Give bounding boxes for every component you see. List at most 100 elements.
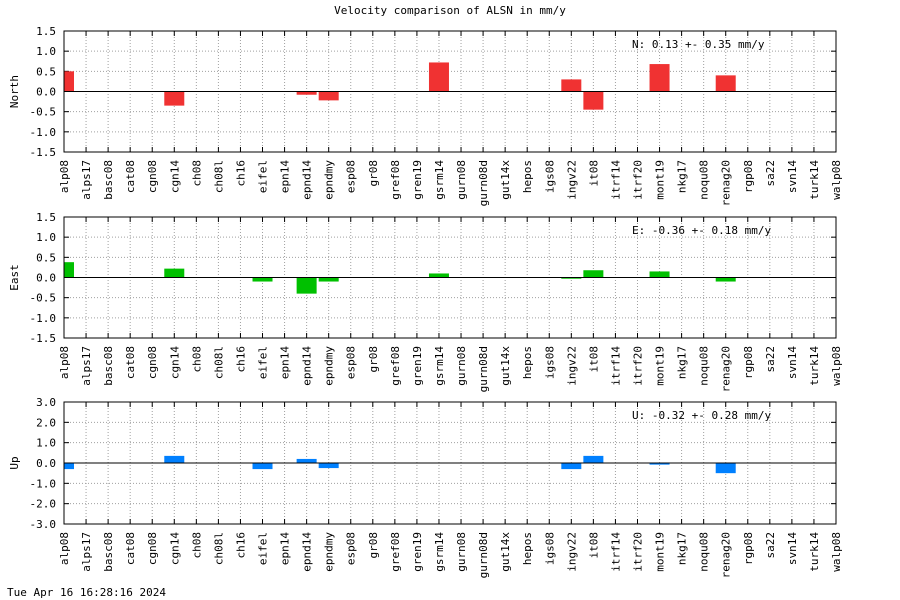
bar-ingv22 [561, 277, 582, 279]
x-tick-label: itrf14 [609, 160, 622, 200]
x-tick-label: renag20 [720, 160, 733, 206]
y-tick-label: 0.0 [36, 86, 56, 99]
bar-epndmy [318, 277, 339, 282]
y-axis-label: North [8, 75, 21, 108]
x-tick-label: gut14x [499, 346, 512, 386]
x-tick-label: svn14 [786, 160, 799, 193]
x-tick-label: svn14 [786, 532, 799, 565]
bar-cgn14 [164, 91, 185, 106]
x-tick-label: mont19 [654, 160, 667, 200]
x-tick-label: hepos [521, 346, 534, 379]
x-tick-label: it08 [587, 160, 600, 187]
x-tick-label: walp08 [830, 532, 843, 572]
y-tick-label: -0.5 [30, 106, 57, 119]
x-tick-label: rgp08 [742, 532, 755, 565]
x-tick-label: renag20 [720, 346, 733, 392]
bar-it08 [583, 91, 604, 110]
bar-epnd14 [296, 91, 317, 95]
x-tick-label: itrf20 [631, 160, 644, 200]
x-tick-label: basc08 [102, 160, 115, 200]
x-tick-label: igs08 [543, 532, 556, 565]
x-tick-label: eifel [257, 532, 270, 565]
x-tick-label: alp08 [58, 532, 71, 565]
x-tick-label: ingv22 [565, 160, 578, 200]
x-tick-label: rgp08 [742, 346, 755, 379]
x-tick-label: ingv22 [565, 346, 578, 386]
bar-renag20 [715, 463, 736, 474]
x-tick-label: alps17 [80, 346, 93, 386]
x-tick-label: itrf20 [631, 532, 644, 572]
plot-frame [63, 30, 837, 153]
bar-ingv22 [561, 463, 582, 470]
x-tick-label: gref08 [389, 532, 402, 572]
x-tick-label: gsrm14 [433, 532, 446, 572]
x-tick-label: hepos [521, 160, 534, 193]
x-tick-label: mont19 [654, 346, 667, 386]
x-tick-label: esp08 [345, 532, 358, 565]
y-tick-label: -1.0 [30, 126, 57, 139]
x-tick-label: alp08 [58, 160, 71, 193]
bar-renag20 [715, 75, 736, 92]
y-tick-label: -0.5 [30, 292, 57, 305]
x-tick-label: cat08 [124, 160, 137, 193]
y-tick-label: 1.0 [36, 45, 56, 58]
bar-mont19 [649, 271, 670, 278]
x-tick-label: it08 [587, 532, 600, 559]
x-tick-label: esp08 [345, 346, 358, 379]
x-tick-label: cgn14 [168, 160, 181, 193]
velocity-annotation: N: 0.13 +- 0.35 mm/y [632, 38, 765, 51]
bar-renag20 [715, 277, 736, 282]
x-tick-label: gurn08 [455, 346, 468, 386]
x-tick-label: cgn08 [146, 346, 159, 379]
chart-title: Velocity comparison of ALSN in mm/y [334, 4, 566, 17]
x-tick-label: rgp08 [742, 160, 755, 193]
y-tick-label: 0.5 [36, 65, 56, 78]
y-tick-label: 3.0 [36, 396, 56, 409]
x-tick-label: gren19 [411, 160, 424, 200]
x-tick-label: gurn08d [477, 532, 490, 578]
bar-epndmy [318, 463, 339, 469]
x-tick-label: cgn08 [146, 160, 159, 193]
x-tick-label: ch08 [190, 160, 203, 187]
bar-mont19 [649, 463, 670, 465]
bar-epnd14 [296, 458, 317, 463]
y-tick-label: 0.0 [36, 457, 56, 470]
bar-alp08 [64, 71, 74, 92]
bar-mont19 [649, 64, 670, 92]
x-tick-label: alp08 [58, 346, 71, 379]
x-tick-label: epnd14 [301, 160, 314, 200]
x-tick-label: sa22 [764, 346, 777, 373]
x-tick-label: eifel [257, 346, 270, 379]
x-tick-label: epndmy [323, 160, 336, 200]
x-tick-label: gurn08 [455, 160, 468, 200]
bar-cgn14 [164, 268, 185, 278]
x-tick-label: gref08 [389, 346, 402, 386]
x-tick-label: sa22 [764, 160, 777, 187]
x-tick-label: epn14 [279, 532, 292, 565]
y-tick-label: 0.0 [36, 272, 56, 285]
x-tick-label: gurn08d [477, 346, 490, 392]
x-tick-label: cat08 [124, 532, 137, 565]
x-tick-label: gr08 [367, 346, 380, 373]
x-tick-label: eifel [257, 160, 270, 193]
x-tick-label: alps17 [80, 160, 93, 200]
x-tick-label: gut14x [499, 160, 512, 200]
velocity-annotation: E: -0.36 +- 0.18 mm/y [632, 224, 771, 237]
x-tick-label: noqu08 [698, 160, 711, 200]
x-tick-label: igs08 [543, 346, 556, 379]
x-tick-label: basc08 [102, 532, 115, 572]
x-tick-label: igs08 [543, 160, 556, 193]
x-tick-label: walp08 [830, 346, 843, 386]
x-tick-label: ch08 [190, 532, 203, 559]
plot-frame [63, 216, 837, 339]
x-tick-label: gsrm14 [433, 346, 446, 386]
bar-it08 [583, 455, 604, 463]
x-tick-label: sa22 [764, 532, 777, 559]
y-tick-label: 0.5 [36, 251, 56, 264]
x-tick-label: gurn08d [477, 160, 490, 206]
x-tick-label: ch16 [234, 160, 247, 187]
bar-cgn14 [164, 455, 185, 463]
bar-it08 [583, 270, 604, 278]
y-tick-label: 1.0 [36, 437, 56, 450]
y-tick-label: -3.0 [30, 518, 57, 531]
